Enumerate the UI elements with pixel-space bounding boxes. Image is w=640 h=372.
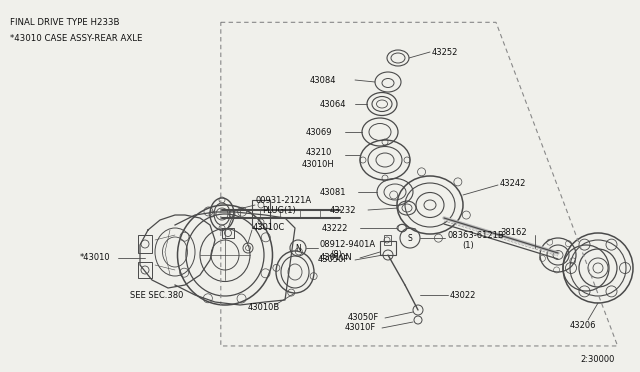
Text: 43010N: 43010N [320, 253, 353, 262]
Bar [138, 262, 152, 278]
Text: 08912-9401A: 08912-9401A [320, 240, 376, 248]
Text: 43232: 43232 [330, 205, 356, 215]
Text: *43010 CASE ASSY-REAR AXLE: *43010 CASE ASSY-REAR AXLE [10, 33, 143, 42]
Text: 43222: 43222 [322, 224, 348, 232]
Text: S: S [408, 234, 412, 243]
Text: PLUG(1): PLUG(1) [262, 205, 296, 215]
Text: 43050F: 43050F [348, 314, 380, 323]
Text: 43064: 43064 [320, 99, 346, 109]
Bar [138, 235, 152, 253]
Text: 38162: 38162 [500, 228, 527, 237]
Bar [380, 241, 396, 255]
Text: 43010B: 43010B [248, 302, 280, 311]
Text: SEE SEC.380: SEE SEC.380 [130, 291, 184, 299]
Text: (1): (1) [462, 241, 474, 250]
Bar [222, 228, 234, 238]
Bar [252, 200, 270, 228]
Text: 43084: 43084 [310, 76, 337, 84]
Bar [384, 235, 391, 245]
Text: 43010F: 43010F [345, 324, 376, 333]
Text: 43022: 43022 [450, 291, 476, 299]
Text: FINAL DRIVE TYPE H233B: FINAL DRIVE TYPE H233B [10, 17, 120, 26]
Text: 43010H: 43010H [302, 160, 335, 169]
Text: 43252: 43252 [432, 48, 458, 57]
Text: 43069: 43069 [306, 128, 333, 137]
Text: 43210: 43210 [306, 148, 332, 157]
Text: *43010: *43010 [80, 253, 111, 263]
Text: 43081: 43081 [320, 187, 346, 196]
Text: 43242: 43242 [500, 179, 526, 187]
Text: 00931-2121A: 00931-2121A [256, 196, 312, 205]
Text: 43050F: 43050F [318, 256, 349, 264]
Text: 2:30000: 2:30000 [580, 356, 614, 365]
Text: 43206: 43206 [570, 321, 596, 330]
Text: 43010C: 43010C [253, 222, 285, 231]
Text: (8): (8) [330, 250, 342, 259]
Text: N: N [295, 244, 301, 253]
Text: 08363-6121B: 08363-6121B [447, 231, 504, 240]
